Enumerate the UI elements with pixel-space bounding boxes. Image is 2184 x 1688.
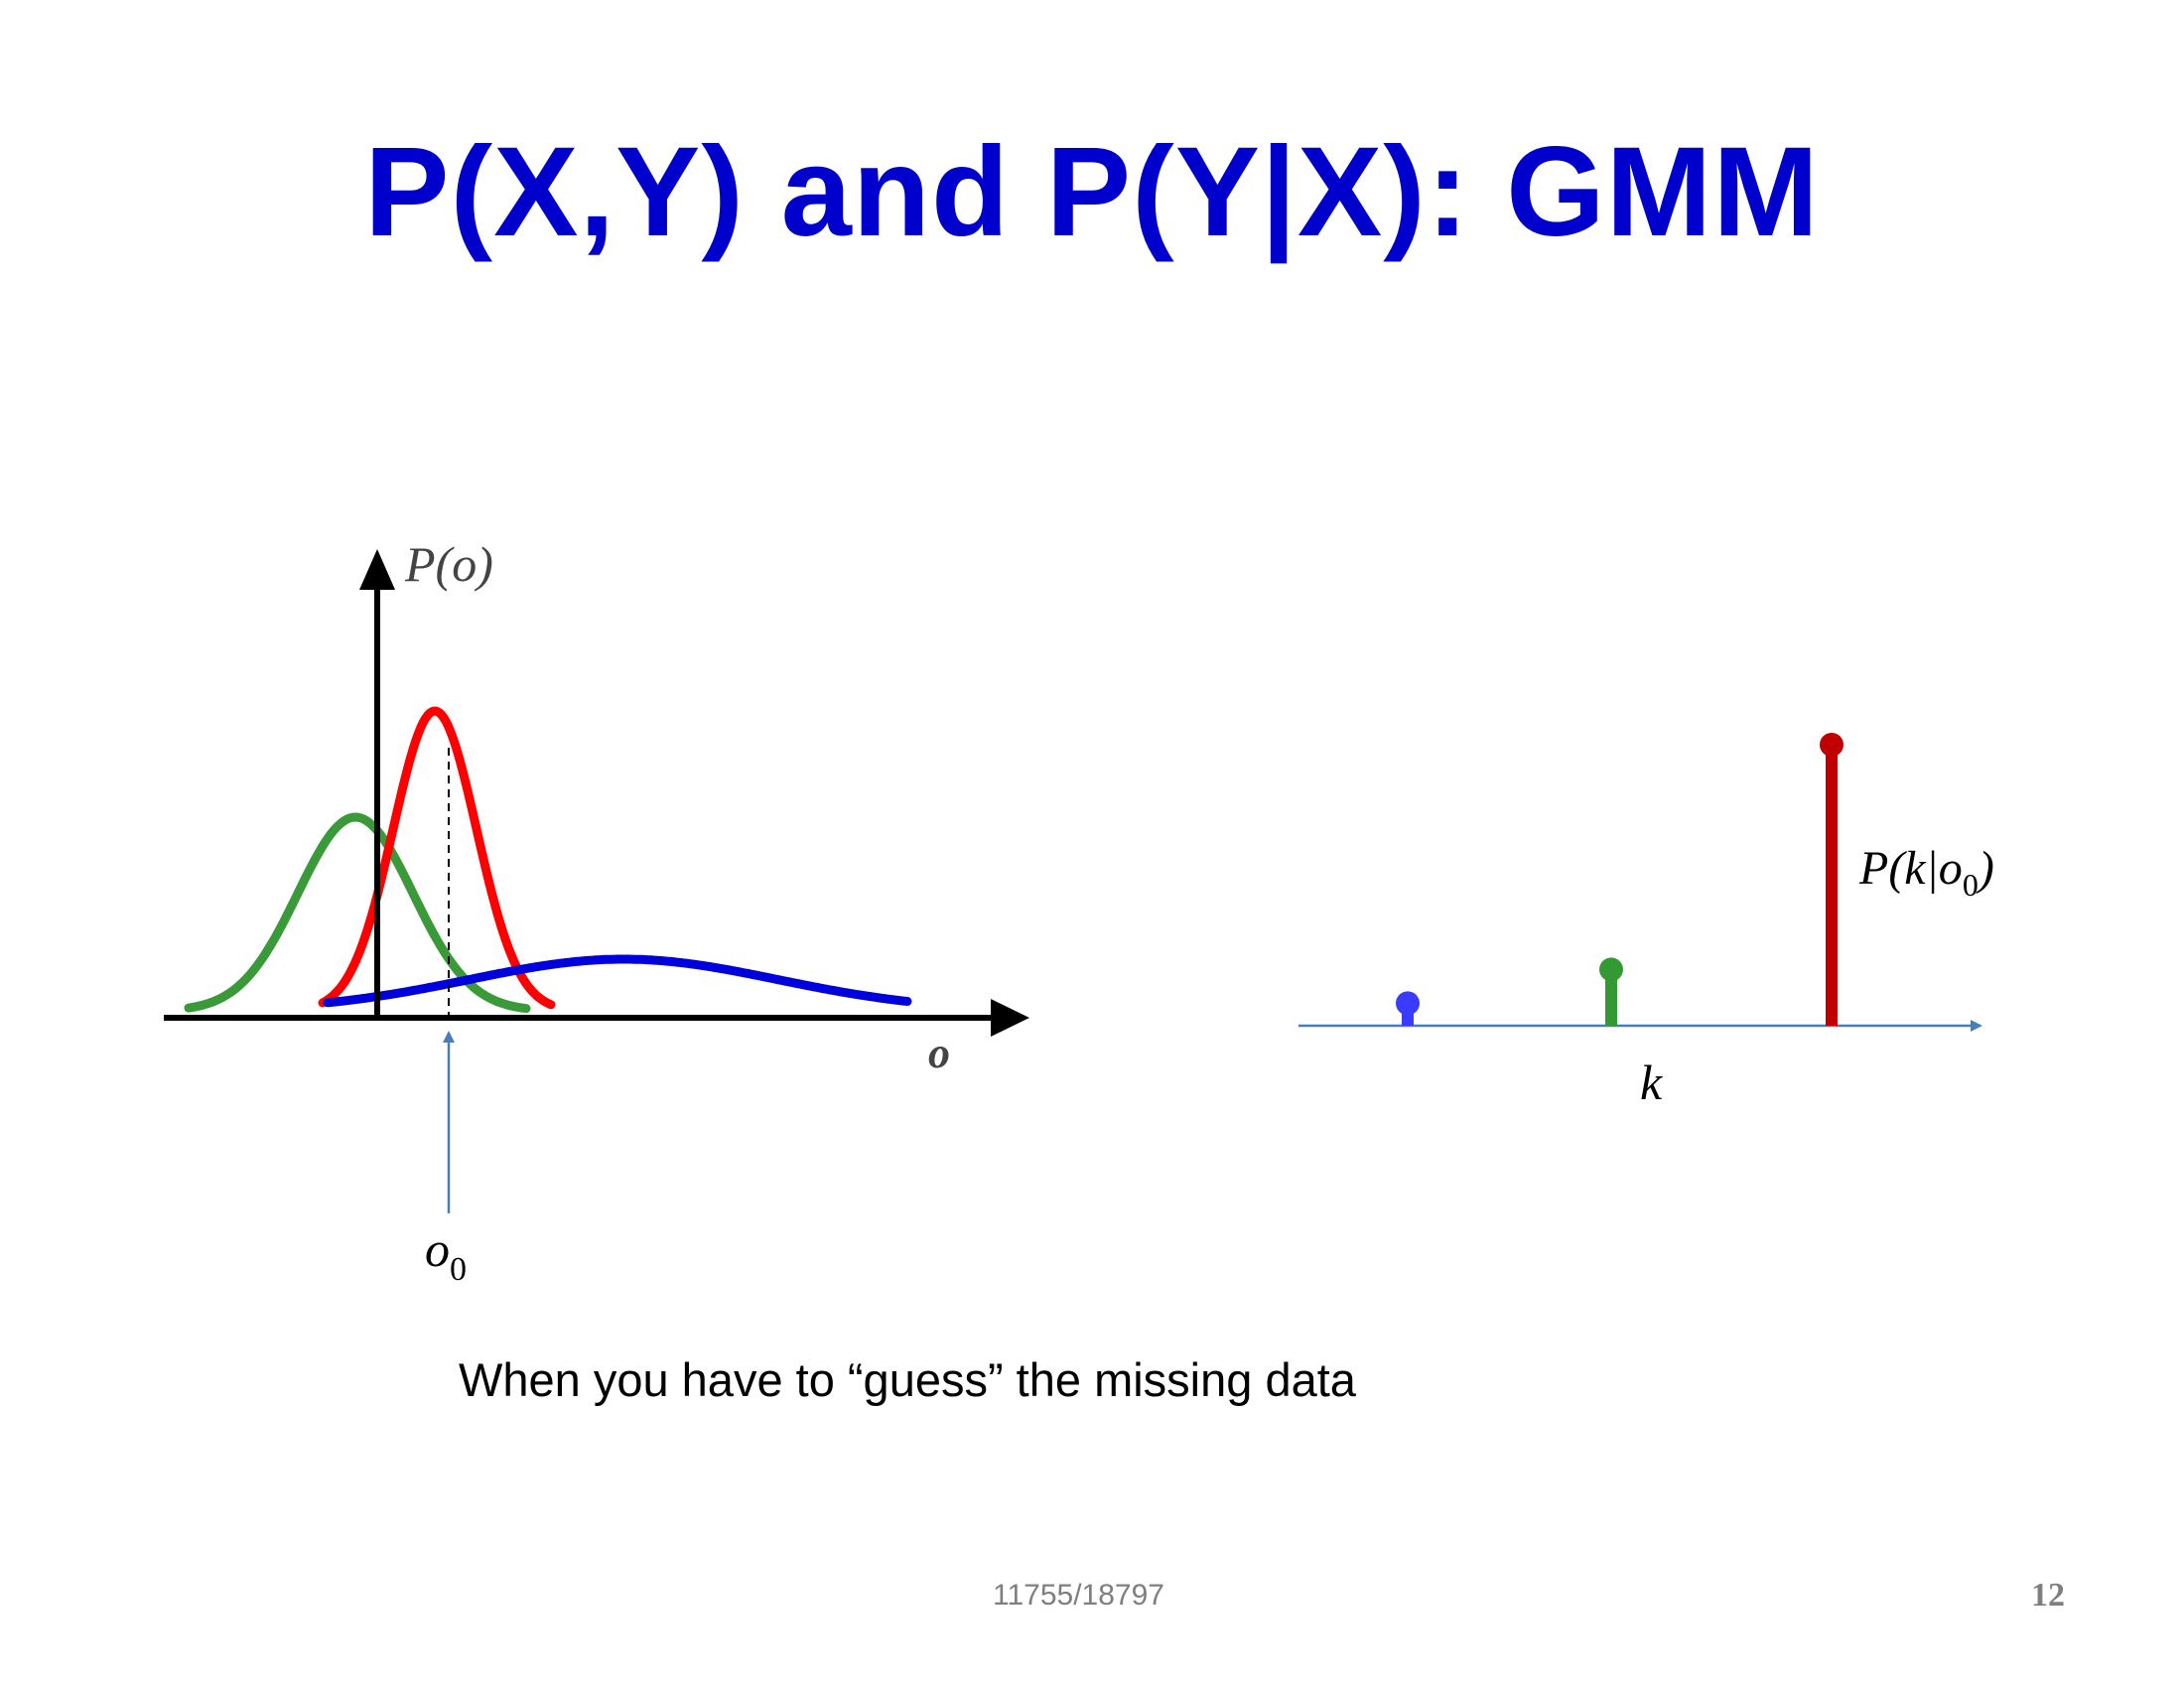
stem-red-head [1820,733,1843,757]
y-axis-label: P(o) [404,536,493,592]
posterior-stems [1396,733,1843,1026]
k-axis-label: k [1640,1055,1663,1110]
slide-title: P(X,Y) and P(Y|X): GMM [364,121,1820,263]
left-gmm-plot: P(o) o o0 [164,536,1029,1288]
stem-green-head [1599,957,1623,982]
slide-caption: When you have to “guess” the missing dat… [459,1353,1356,1406]
y-axis-arrowhead [359,549,395,590]
posterior-label: P(k|o0) [1858,842,1994,903]
stem-blue-head [1396,991,1420,1016]
page-number: 12 [2031,1577,2065,1614]
footer-course-code: 11755/18797 [993,1579,1164,1612]
x-axis-arrowhead [991,999,1029,1037]
blue-gaussian-curve [323,954,912,1008]
o0-label: o0 [425,1221,467,1288]
red-gaussian-curve [318,706,556,1010]
right-posterior-plot: P(k|o0) k [1298,733,1994,1110]
x-axis-label: o [928,1029,950,1077]
